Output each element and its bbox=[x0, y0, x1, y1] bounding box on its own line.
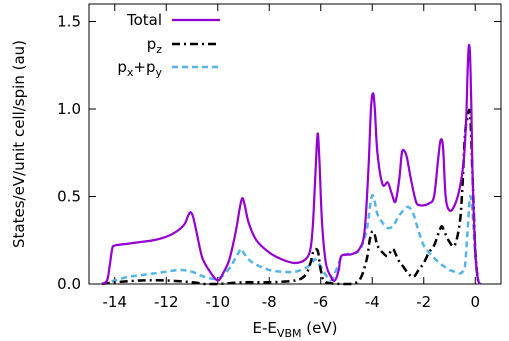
y-axis-label: States/eV/unit cell/spin (au) bbox=[10, 40, 28, 248]
x-tick-label: -12 bbox=[154, 293, 179, 311]
series-line-0 bbox=[101, 43, 482, 285]
series-group bbox=[101, 43, 482, 286]
x-axis-label: E-EVBM (eV) bbox=[253, 319, 338, 340]
x-axis-label-main: E-E bbox=[253, 319, 277, 337]
x-tick-label: 0 bbox=[470, 293, 480, 311]
x-tick-label: -10 bbox=[206, 293, 231, 311]
x-tick-label: -8 bbox=[262, 293, 277, 311]
y-tick-label: 1.5 bbox=[57, 13, 81, 31]
x-tick-label: -6 bbox=[313, 293, 328, 311]
plot-frame bbox=[88, 3, 502, 285]
y-tick-label: 0.5 bbox=[57, 188, 81, 206]
x-tick-label: -4 bbox=[365, 293, 380, 311]
x-axis: -14 -12 -10 -8 -6 -4 -2 0 bbox=[103, 4, 480, 311]
series-line-1 bbox=[101, 108, 482, 286]
y-tick-label: 0.0 bbox=[57, 275, 81, 293]
x-axis-label-sub: VBM bbox=[277, 327, 302, 340]
x-tick-label: -14 bbox=[103, 293, 128, 311]
legend-label-2: px+py bbox=[117, 58, 162, 79]
x-tick-label: -2 bbox=[416, 293, 431, 311]
y-axis: 0.0 0.5 1.0 1.5 bbox=[57, 13, 501, 293]
y-tick-label: 1.0 bbox=[57, 100, 81, 118]
legend-label-0: Total bbox=[126, 11, 162, 29]
x-axis-label-unit: (eV) bbox=[301, 319, 337, 337]
legend-label-1: pz bbox=[147, 35, 163, 56]
